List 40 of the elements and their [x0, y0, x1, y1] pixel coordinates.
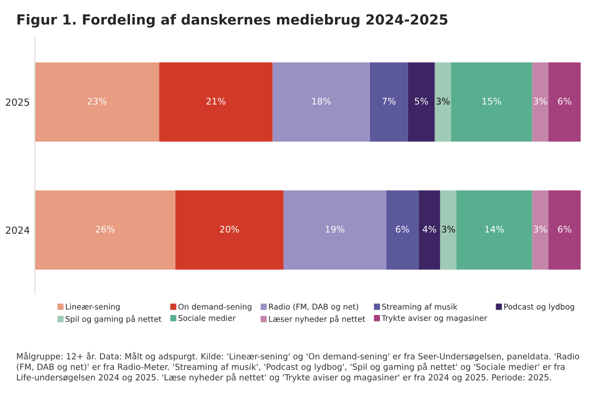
data-label: 19% — [326, 226, 344, 233]
data-label: 21% — [206, 98, 226, 105]
data-label: 6% — [558, 226, 572, 233]
chart-title: Figur 1. Fordeling af danskernes mediebrug 2024-2025 — [17, 14, 448, 28]
bar — [418, 190, 440, 270]
bar — [175, 190, 284, 270]
data-label: 26% — [96, 226, 115, 233]
data-label: 3% — [534, 226, 547, 233]
data-label: 6% — [396, 226, 410, 233]
y-tick-label: 2024 — [6, 226, 30, 234]
bar — [440, 190, 456, 270]
bar — [434, 62, 452, 142]
bar — [548, 190, 581, 270]
bar — [532, 62, 548, 142]
bar — [283, 190, 386, 270]
bar — [451, 62, 532, 142]
bar — [532, 190, 548, 270]
data-label: 3% — [534, 98, 547, 105]
text: Målgruppe: 12+ år. Data: Målt og adspurgt. Kilde: 'Lineær-sening' og 'On demand-sening' er fra Seer-Undersøgelsen, paneldata. 'Radio (FM, DAB og net)' er fra Radio-Meter. 'Streaming af musik', 'Podcast og lydbog', 'Spil og gaming på nettet' og 'Sociale medier' er fra Life-undersøgelsen 2024 og 2025. 'Læse nyheder på nettet' og 'Trykte aviser og magasiner' er fra 2024 og 2025. Periode: 2025. — [16, 352, 580, 382]
bar — [548, 62, 581, 142]
bar — [408, 62, 435, 142]
bar — [456, 190, 532, 270]
bar — [34, 190, 176, 270]
data-label: 3% — [442, 226, 456, 233]
bar — [34, 62, 160, 142]
bar — [386, 190, 419, 270]
data-label: 20% — [220, 226, 239, 233]
data-label: 23% — [88, 98, 107, 105]
bar — [272, 62, 370, 142]
data-label: 5% — [414, 98, 428, 105]
data-label: 3% — [436, 98, 450, 105]
data-label: 7% — [382, 98, 396, 105]
data-label: 18% — [312, 98, 331, 105]
data-label: 14% — [485, 226, 504, 233]
bar — [159, 62, 273, 142]
data-label: 15% — [482, 98, 502, 105]
data-label: 4% — [422, 226, 436, 233]
bar — [370, 62, 408, 142]
y-tick-label: 2025 — [6, 98, 30, 106]
data-label: 6% — [558, 98, 572, 105]
